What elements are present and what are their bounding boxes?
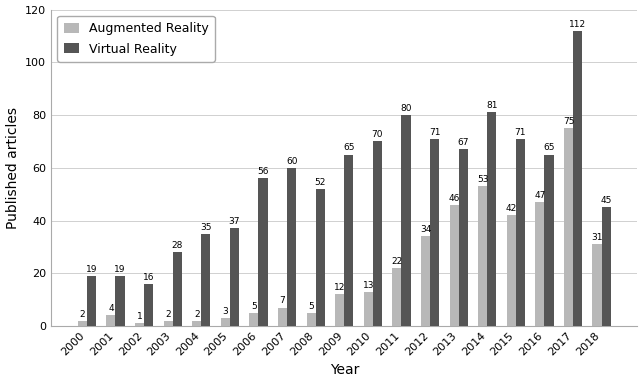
Bar <box>106 316 116 326</box>
Text: 7: 7 <box>280 296 285 305</box>
Text: 112: 112 <box>569 20 586 29</box>
Text: 19: 19 <box>114 265 126 274</box>
Bar <box>573 31 582 326</box>
Bar <box>458 149 468 326</box>
Text: 56: 56 <box>257 167 269 176</box>
Text: 31: 31 <box>592 233 603 242</box>
Legend: Augmented Reality, Virtual Reality: Augmented Reality, Virtual Reality <box>57 16 215 62</box>
Bar <box>173 252 182 326</box>
Bar <box>449 205 458 326</box>
Bar <box>487 112 496 326</box>
Bar <box>516 139 525 326</box>
Text: 67: 67 <box>457 138 469 147</box>
Bar <box>258 178 267 326</box>
Text: 65: 65 <box>543 144 555 152</box>
Bar <box>592 244 602 326</box>
Bar <box>135 323 144 326</box>
Text: 52: 52 <box>314 178 326 187</box>
Text: 71: 71 <box>514 128 526 137</box>
Text: 2: 2 <box>80 309 85 319</box>
Bar <box>602 207 611 326</box>
Bar <box>564 128 573 326</box>
Text: 5: 5 <box>308 302 314 311</box>
Bar <box>249 313 258 326</box>
Y-axis label: Published articles: Published articles <box>6 107 19 229</box>
Text: 46: 46 <box>448 193 460 203</box>
Bar <box>373 141 382 326</box>
Text: 75: 75 <box>563 117 574 126</box>
Text: 53: 53 <box>477 175 489 184</box>
X-axis label: Year: Year <box>330 363 359 377</box>
Text: 71: 71 <box>429 128 440 137</box>
Text: 16: 16 <box>143 273 154 282</box>
Text: 3: 3 <box>222 307 228 316</box>
Text: 13: 13 <box>363 281 374 290</box>
Bar <box>78 321 87 326</box>
Text: 35: 35 <box>200 223 212 232</box>
Text: 37: 37 <box>229 217 240 226</box>
Bar <box>401 115 411 326</box>
Bar <box>392 268 401 326</box>
Text: 12: 12 <box>334 283 345 292</box>
Bar <box>307 313 316 326</box>
Text: 80: 80 <box>401 104 412 113</box>
Bar <box>535 202 545 326</box>
Bar <box>335 295 344 326</box>
Bar <box>507 215 516 326</box>
Text: 34: 34 <box>420 225 431 234</box>
Bar <box>221 318 230 326</box>
Bar <box>144 284 153 326</box>
Text: 60: 60 <box>286 157 298 166</box>
Text: 42: 42 <box>505 204 517 213</box>
Bar <box>278 308 287 326</box>
Bar <box>201 234 210 326</box>
Text: 47: 47 <box>534 191 545 200</box>
Text: 65: 65 <box>343 144 354 152</box>
Text: 19: 19 <box>86 265 97 274</box>
Text: 1: 1 <box>137 312 142 321</box>
Text: 2: 2 <box>165 309 171 319</box>
Text: 5: 5 <box>251 302 257 311</box>
Text: 70: 70 <box>372 130 383 139</box>
Bar <box>421 236 430 326</box>
Bar <box>192 321 201 326</box>
Bar <box>545 155 554 326</box>
Bar <box>430 139 439 326</box>
Bar <box>116 276 125 326</box>
Bar <box>364 292 373 326</box>
Text: 28: 28 <box>172 241 183 250</box>
Bar <box>316 189 325 326</box>
Bar <box>344 155 354 326</box>
Text: 2: 2 <box>194 309 199 319</box>
Text: 81: 81 <box>486 101 498 110</box>
Bar <box>478 186 487 326</box>
Text: 4: 4 <box>108 304 114 313</box>
Bar <box>230 228 239 326</box>
Text: 45: 45 <box>601 196 612 205</box>
Bar <box>163 321 173 326</box>
Bar <box>87 276 96 326</box>
Text: 22: 22 <box>391 257 403 266</box>
Bar <box>287 168 296 326</box>
